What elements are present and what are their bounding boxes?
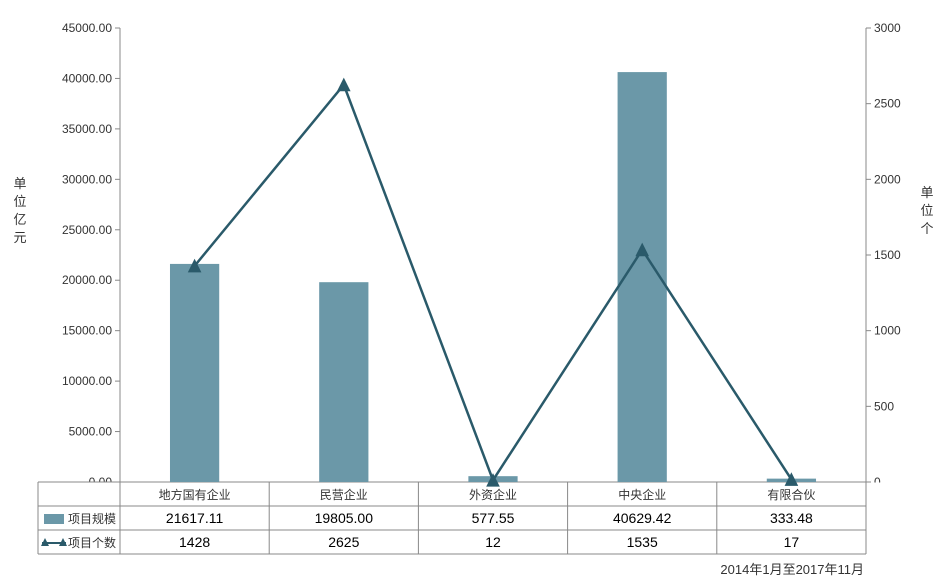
chart-container: 0.005000.0010000.0015000.0020000.0025000… <box>0 0 947 577</box>
y2-tick-label: 1500 <box>874 248 901 262</box>
y2-tick-label: 500 <box>874 399 894 413</box>
axis-title: 单位亿元 <box>13 176 26 245</box>
line-series <box>195 85 792 480</box>
svg-text:位: 位 <box>13 194 26 209</box>
table-cell: 2625 <box>328 534 359 550</box>
x-category-label: 中央企业 <box>618 487 666 502</box>
x-category-label: 地方国有企业 <box>159 487 231 502</box>
legend-bar-label: 项目规模 <box>68 511 116 526</box>
x-category-label: 外资企业 <box>469 487 517 502</box>
bar <box>170 264 219 482</box>
y1-tick-label: 25000.00 <box>62 223 112 237</box>
y2-tick-label: 2000 <box>874 172 901 186</box>
x-category-label: 有限合伙 <box>767 487 815 502</box>
footer-date-range: 2014年1月至2017年11月 <box>720 562 864 577</box>
y1-tick-label: 15000.00 <box>62 324 112 338</box>
table-cell: 17 <box>784 534 800 550</box>
y1-tick-label: 45000.00 <box>62 21 112 35</box>
svg-text:亿: 亿 <box>13 212 26 227</box>
y1-tick-label: 40000.00 <box>62 71 112 85</box>
table-cell: 19805.00 <box>315 510 374 526</box>
bar <box>319 282 368 482</box>
table-cell: 40629.42 <box>613 510 672 526</box>
table-cell: 1535 <box>627 534 658 550</box>
svg-text:单: 单 <box>920 185 933 200</box>
svg-text:单: 单 <box>13 176 26 191</box>
y1-tick-label: 30000.00 <box>62 172 112 186</box>
table-cell: 333.48 <box>770 510 813 526</box>
legend-bar-swatch <box>44 514 64 524</box>
y2-tick-label: 1000 <box>874 324 901 338</box>
svg-text:位: 位 <box>920 203 933 218</box>
table-cell: 12 <box>485 534 501 550</box>
svg-text:个: 个 <box>920 221 933 236</box>
combo-chart: 0.005000.0010000.0015000.0020000.0025000… <box>0 0 947 577</box>
y2-tick-label: 3000 <box>874 21 901 35</box>
y1-tick-label: 10000.00 <box>62 374 112 388</box>
legend-line-label: 项目个数 <box>68 535 116 550</box>
x-category-label: 民营企业 <box>320 487 368 502</box>
y1-tick-label: 20000.00 <box>62 273 112 287</box>
table-cell: 1428 <box>179 534 210 550</box>
table-cell: 21617.11 <box>166 510 224 526</box>
axis-title: 单位个 <box>920 185 933 236</box>
svg-text:元: 元 <box>13 230 26 245</box>
y1-tick-label: 35000.00 <box>62 122 112 136</box>
table-cell: 577.55 <box>472 510 515 526</box>
y1-tick-label: 5000.00 <box>69 425 113 439</box>
y2-tick-label: 2500 <box>874 97 901 111</box>
line-marker <box>338 79 350 91</box>
